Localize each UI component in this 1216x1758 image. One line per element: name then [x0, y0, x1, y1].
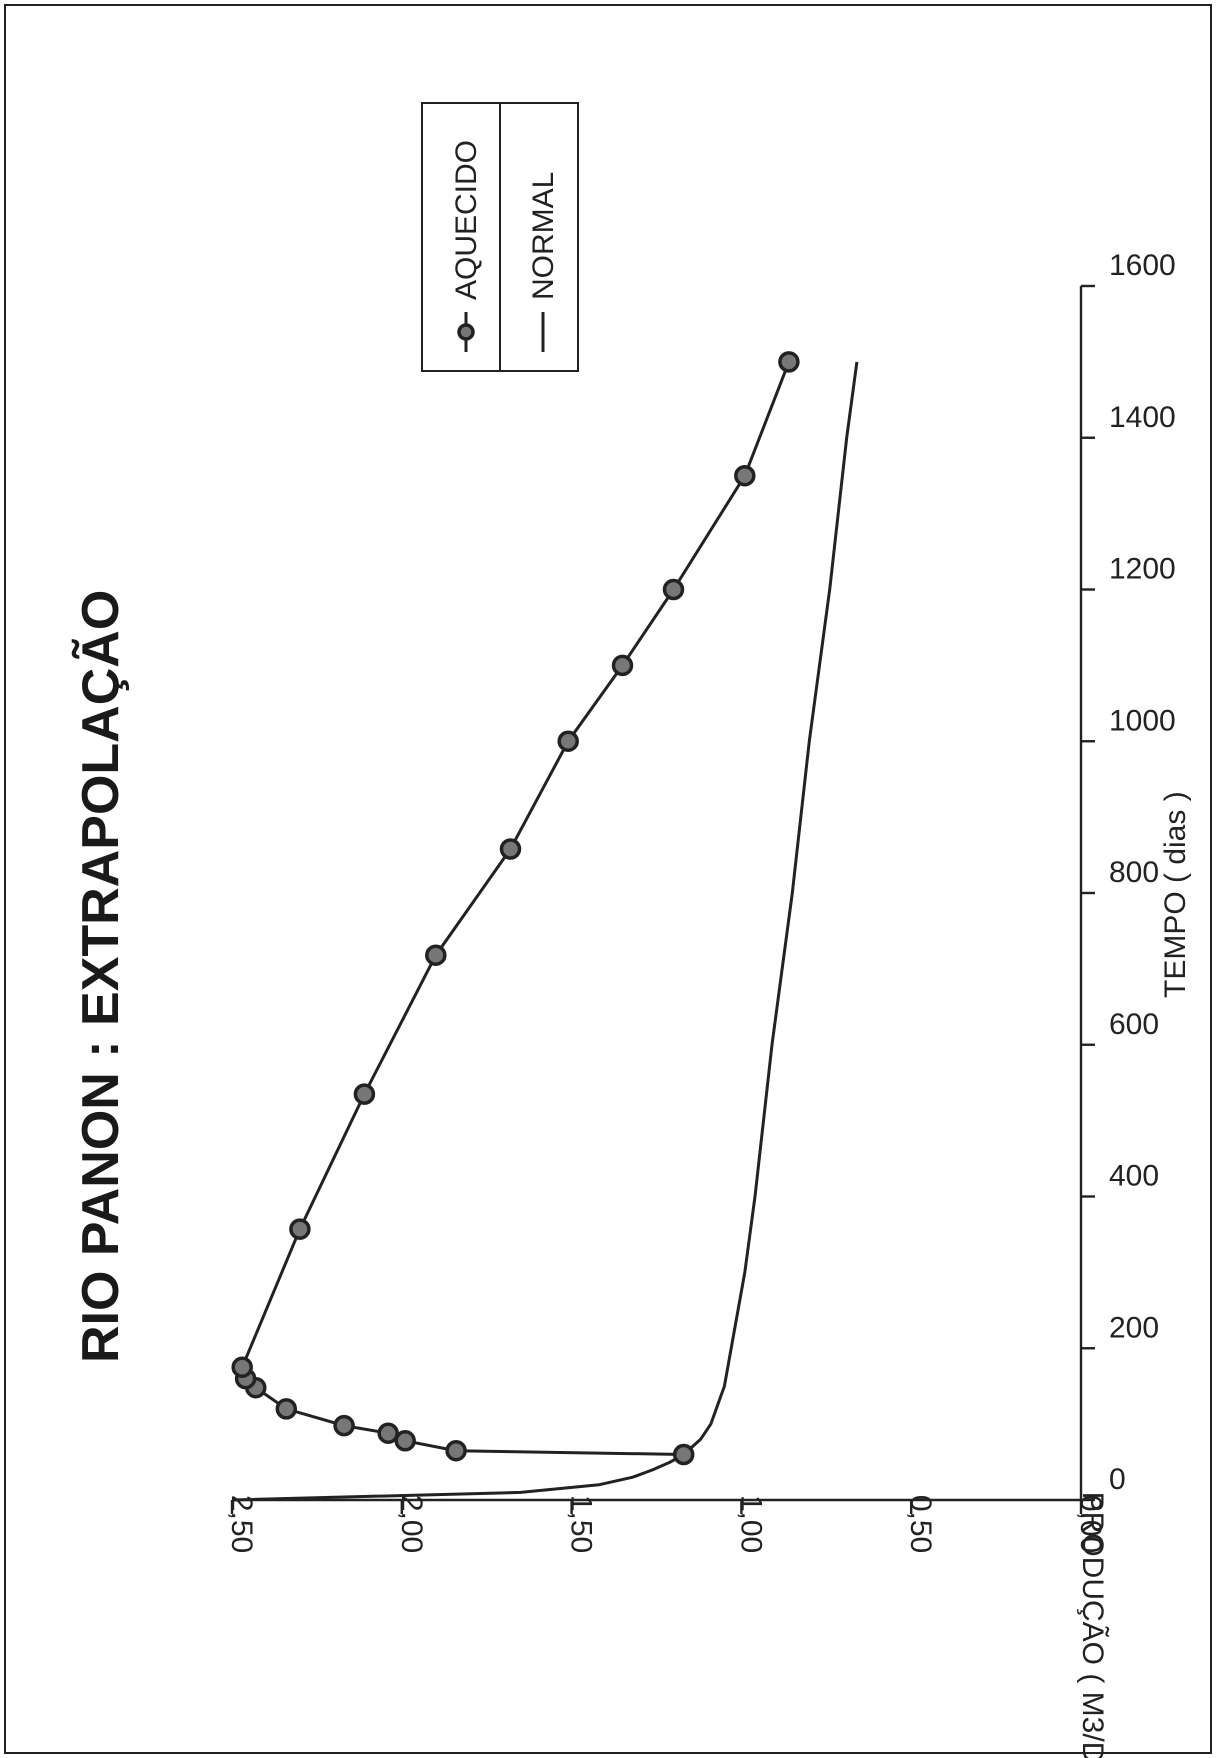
y-tick-label: 1,00	[734, 1495, 767, 1553]
data-point	[611, 654, 634, 677]
series-normal	[231, 361, 859, 1502]
y-tick-label: 1,50	[565, 1495, 598, 1553]
legend-aquecido-label: AQUECIDO	[450, 140, 483, 300]
x-tick-label: 1400	[1109, 401, 1176, 434]
rotated-chart: RIO PANON : EXTRAPOLAÇÃO 0 200 400 600 800 10…	[71, 102, 1192, 1758]
y-tick-label: 2,00	[395, 1495, 428, 1553]
y-tick-label: 0,00	[1074, 1495, 1107, 1553]
x-tick-label: 1200	[1109, 553, 1176, 586]
x-tick-label: 1600	[1109, 249, 1176, 282]
series-line	[231, 361, 859, 1502]
y-ticks: 0,00 0,50 1,00 1,50 2,00 2,50	[225, 1495, 1107, 1553]
series-line	[240, 361, 791, 1456]
data-point	[275, 1398, 298, 1420]
y-axis-label: PRODUÇÃO ( M3/DIA )	[1076, 1492, 1110, 1758]
data-point	[445, 1439, 467, 1462]
series-aquecido	[231, 351, 800, 1466]
x-tick-label: 800	[1109, 856, 1159, 889]
data-point	[425, 944, 447, 966]
legend-aquecido-marker	[457, 323, 475, 341]
x-tick-label: 400	[1109, 1160, 1159, 1193]
legend: AQUECIDO NORMAL	[421, 102, 579, 372]
x-tick-label: 600	[1109, 1008, 1159, 1041]
data-point	[377, 1422, 399, 1444]
chart-title: RIO PANON : EXTRAPOLAÇÃO	[71, 590, 130, 1363]
x-tick-label: 0	[1109, 1463, 1126, 1496]
data-point	[662, 578, 685, 601]
data-point	[289, 1218, 311, 1240]
x-tick-label: 200	[1109, 1311, 1159, 1344]
legend-normal-label: NORMAL	[527, 172, 560, 300]
y-tick-label: 0,50	[904, 1495, 937, 1553]
data-point	[499, 838, 522, 860]
page-frame	[4, 4, 1212, 1754]
data-point	[734, 464, 756, 487]
axes	[232, 286, 1083, 1502]
data-point	[394, 1430, 416, 1452]
x-tick-label: 1000	[1109, 704, 1176, 737]
data-point	[778, 351, 800, 373]
data-point	[231, 1356, 253, 1378]
data-point	[353, 1083, 376, 1105]
data-point	[333, 1414, 355, 1437]
y-tick-label: 2,50	[225, 1495, 258, 1553]
x-axis-label: TEMPO ( dias )	[1159, 791, 1192, 998]
x-ticks: 0 200 400 600 800 1000 1200 1400 1600	[1081, 249, 1176, 1502]
data-point	[672, 1443, 695, 1466]
data-point	[557, 730, 579, 752]
